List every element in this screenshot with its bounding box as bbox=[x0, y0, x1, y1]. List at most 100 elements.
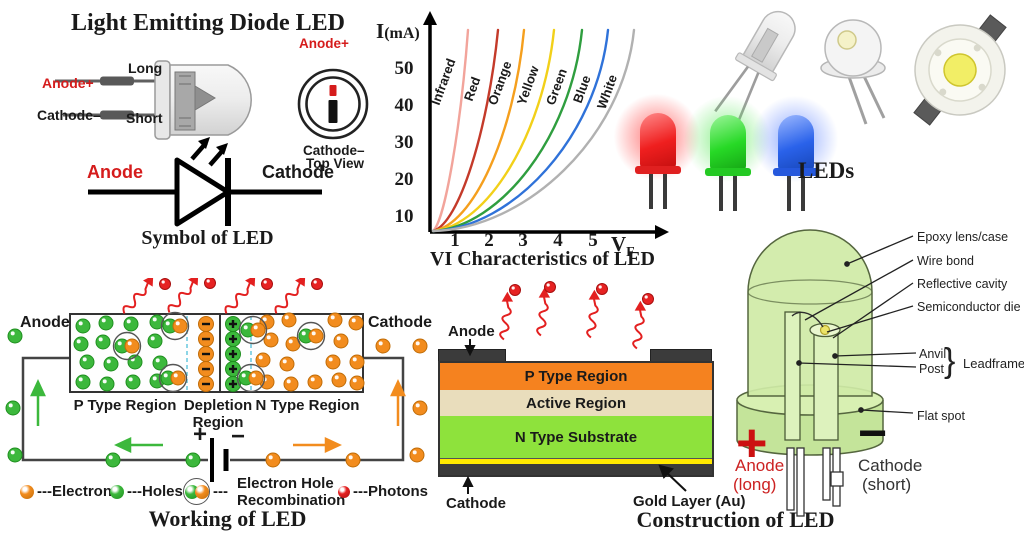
green-lead bbox=[733, 176, 737, 211]
leds-photo-caption: LEDs bbox=[798, 158, 855, 183]
gold-layer bbox=[440, 458, 712, 464]
xsec-anode-long-label: (long) bbox=[733, 475, 777, 494]
curve-orange bbox=[431, 28, 526, 233]
x-tick-1: 1 bbox=[450, 230, 460, 251]
y-tick-10: 10 bbox=[394, 206, 414, 227]
battery-minus-label: − bbox=[231, 423, 246, 450]
annotation-leader-lines bbox=[796, 235, 917, 414]
working-of-led-drawing bbox=[5, 278, 428, 482]
photon-arrows bbox=[115, 278, 323, 316]
p-region-label: P Type Region bbox=[73, 397, 177, 414]
x-tick-3: 3 bbox=[518, 230, 528, 251]
physical-anode-label: Anode+ bbox=[42, 75, 94, 91]
curve-green bbox=[431, 28, 584, 233]
symbol-caption: Symbol of LED bbox=[141, 227, 274, 249]
y-axis-unit: (mA) bbox=[384, 25, 420, 42]
construction-anode-label: Anode bbox=[448, 323, 495, 340]
construction-annotations bbox=[462, 281, 687, 494]
x-tick-4: 4 bbox=[553, 230, 563, 251]
holes-legend-label: ---Holes bbox=[127, 483, 183, 500]
photons-legend-label: ---Photons bbox=[353, 483, 428, 500]
green-bulb bbox=[710, 115, 746, 171]
electron-flow-arrows bbox=[293, 379, 406, 453]
short-lead-label: Short bbox=[126, 110, 163, 126]
red-flange bbox=[635, 166, 681, 174]
vi-curves bbox=[431, 28, 636, 233]
photon-legend-icon bbox=[338, 486, 350, 498]
epoxy-body bbox=[747, 229, 873, 397]
curve-blue bbox=[431, 28, 610, 233]
physical-led-drawing bbox=[55, 60, 252, 140]
semiconductor-die bbox=[819, 324, 831, 336]
leadframe-internals bbox=[784, 311, 841, 441]
recombination-dash: --- bbox=[213, 483, 228, 500]
wire-bond bbox=[791, 311, 824, 328]
n-substrate-layer: N Type Substrate bbox=[440, 416, 712, 458]
blue-lead bbox=[801, 176, 805, 211]
active-layer: Active Region bbox=[440, 390, 712, 416]
top-view-anode-label: Anode+ bbox=[299, 36, 349, 51]
cathode-contact bbox=[440, 464, 712, 475]
construction-layer-stack: P Type Region Active Region N Type Subst… bbox=[438, 361, 714, 477]
anode-lead bbox=[55, 76, 157, 86]
gold-pointer-arrow bbox=[658, 464, 687, 492]
flat-spot-label: Flat spot bbox=[917, 409, 965, 423]
blue-flange bbox=[773, 168, 819, 176]
construction-cathode-label: Cathode bbox=[446, 495, 506, 512]
curve-infrared bbox=[431, 28, 470, 233]
battery-plus-label: + bbox=[193, 421, 208, 448]
xsec-anode-label: Anode bbox=[735, 456, 785, 475]
physical-cathode-label: Cathode– bbox=[37, 107, 101, 123]
led-cross-section-drawing bbox=[736, 229, 917, 517]
y-tick-40: 40 bbox=[394, 95, 414, 116]
depletion-region-label: Depletion Region bbox=[183, 397, 253, 431]
page-title: Light Emitting Diode LED bbox=[70, 10, 346, 36]
symbol-anode-label: Anode bbox=[87, 162, 143, 182]
x-axis-subscript: F bbox=[626, 245, 635, 260]
depletion-negative-ions bbox=[198, 316, 214, 392]
green-led-photo bbox=[682, 94, 772, 214]
post bbox=[784, 311, 801, 441]
vi-characteristics-chart bbox=[423, 11, 669, 239]
smd-power-led-photo bbox=[913, 14, 1007, 126]
blue-bulb bbox=[778, 115, 814, 171]
recombination-legend-label: Electron Hole Recombination bbox=[237, 475, 346, 509]
xsec-cathode-label: Cathode bbox=[858, 456, 923, 475]
leadframe-brace: } bbox=[944, 342, 956, 380]
leadframe-label: Leadframe bbox=[963, 356, 1024, 371]
led-symbol-drawing bbox=[88, 137, 322, 227]
working-caption: Working of LED bbox=[148, 506, 307, 531]
epoxy-rim bbox=[747, 279, 873, 305]
recombination-legend-icon bbox=[183, 478, 210, 505]
hole-flow-arrows bbox=[30, 379, 163, 453]
straw-hat-led-photo bbox=[820, 19, 886, 125]
blue-led-photo bbox=[750, 94, 840, 214]
diode-triangle bbox=[174, 157, 231, 227]
green-flange bbox=[705, 168, 751, 176]
top-view-cathode-label: Cathode– bbox=[303, 143, 365, 158]
y-tick-50: 50 bbox=[394, 58, 414, 79]
x-axis-symbol: V bbox=[611, 232, 627, 256]
electrons-legend-label: ---Electrons bbox=[37, 483, 121, 500]
wire-bond-label: Wire bond bbox=[917, 254, 974, 268]
y-axis-symbol: I bbox=[376, 19, 385, 43]
top-view-caption: Top View bbox=[306, 156, 365, 171]
red-bulb bbox=[640, 113, 676, 169]
y-tick-30: 30 bbox=[394, 132, 414, 153]
long-lead-label: Long bbox=[128, 60, 163, 76]
light-emission-arrows bbox=[190, 137, 228, 167]
axes bbox=[423, 11, 669, 239]
post-label: Post bbox=[919, 362, 945, 376]
cathode-lead bbox=[63, 110, 157, 120]
working-cathode-label: Cathode bbox=[368, 314, 432, 331]
battery bbox=[210, 438, 229, 482]
curve-white bbox=[431, 28, 636, 233]
anvil-label: Anvil bbox=[919, 347, 947, 361]
red-lead bbox=[663, 174, 667, 209]
x-axis-title: VF bbox=[611, 232, 635, 260]
p-type-layer: P Type Region bbox=[440, 363, 712, 390]
y-axis-title: I(mA) bbox=[376, 19, 420, 43]
y-tick-20: 20 bbox=[394, 169, 414, 190]
red-led-photo bbox=[612, 92, 702, 212]
led-top-view-drawing bbox=[297, 68, 369, 140]
